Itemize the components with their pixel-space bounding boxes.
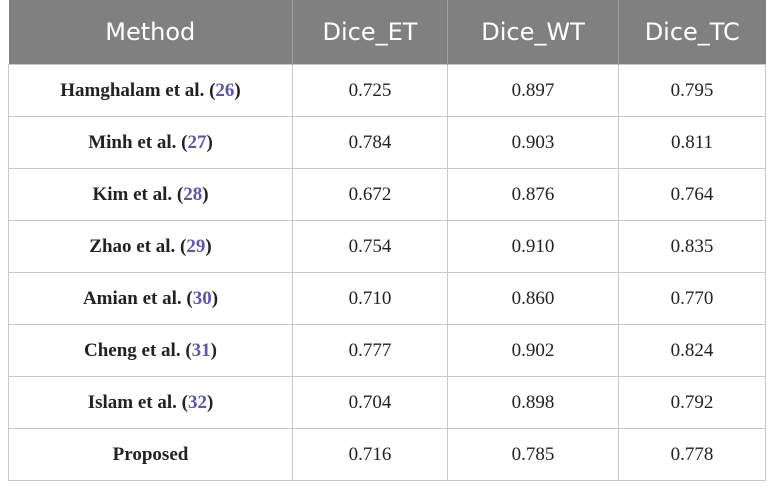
method-cell: Islam et al. (32) <box>8 376 293 429</box>
value-cell: 0.795 <box>618 64 766 117</box>
table-row: Zhao et al. (29) 0.754 0.910 0.835 <box>8 220 766 273</box>
value-cell: 0.902 <box>447 324 619 377</box>
header-row: Method Dice_ET Dice_WT Dice_TC <box>8 0 766 65</box>
method-text: ) <box>206 391 214 413</box>
value-cell: 0.778 <box>618 428 766 481</box>
table-row: Islam et al. (32) 0.704 0.898 0.792 <box>8 376 766 429</box>
method-cell: Minh et al. (27) <box>8 116 293 169</box>
value-cell: 0.710 <box>292 272 448 325</box>
header-cell: Dice_WT <box>447 0 619 65</box>
method-text: Islam et al. ( <box>87 391 188 413</box>
reference-link: 31 <box>191 339 211 361</box>
method-text: ) <box>234 79 241 101</box>
value-cell: 0.903 <box>447 116 619 169</box>
value-cell: 0.716 <box>292 428 448 481</box>
value-cell: 0.898 <box>447 376 619 429</box>
value-cell: 0.777 <box>292 324 448 377</box>
header-cell: Dice_TC <box>618 0 766 65</box>
reference-link: 32 <box>187 391 207 413</box>
method-text: ) <box>202 183 209 205</box>
table-row: Amian et al. (30) 0.710 0.860 0.770 <box>8 272 766 325</box>
method-cell: Cheng et al. (31) <box>8 324 293 377</box>
method-cell: Zhao et al. (29) <box>8 220 293 273</box>
table-row: Minh et al. (27) 0.784 0.903 0.811 <box>8 116 766 169</box>
value-cell: 0.792 <box>618 376 766 429</box>
value-cell: 0.704 <box>292 376 448 429</box>
table-wrap: Method Dice_ET Dice_WT Dice_TC Hamghalam et… <box>8 0 766 481</box>
method-text: ) <box>206 131 213 153</box>
value-cell: 0.860 <box>447 272 619 325</box>
method-text: Hamghalam et al. ( <box>60 79 216 101</box>
value-cell: 0.672 <box>292 168 448 221</box>
value-cell: 0.784 <box>292 116 448 169</box>
reference-link: 28 <box>183 183 203 205</box>
table-row: Cheng et al. (31) 0.777 0.902 0.824 <box>8 324 766 377</box>
header-cell: Dice_ET <box>292 0 448 65</box>
method-text: Zhao et al. ( <box>89 235 187 257</box>
table-row: Proposed 0.716 0.785 0.778 <box>8 428 766 481</box>
value-cell: 0.824 <box>618 324 766 377</box>
reference-link: 30 <box>192 287 212 309</box>
reference-link: 29 <box>186 235 206 257</box>
method-cell: Proposed <box>8 428 293 481</box>
method-text: ) <box>210 339 217 361</box>
method-text: Cheng et al. ( <box>84 339 192 361</box>
method-text: Kim et al. ( <box>92 183 184 205</box>
reference-link: 27 <box>187 131 207 153</box>
value-cell: 0.835 <box>618 220 766 273</box>
method-text: Proposed <box>112 443 189 465</box>
value-cell: 0.770 <box>618 272 766 325</box>
results-table: Method Dice_ET Dice_WT Dice_TC Hamghalam et… <box>8 0 766 481</box>
method-text: ) <box>205 235 212 257</box>
method-text: Amian et al. ( <box>82 287 193 309</box>
value-cell: 0.754 <box>292 220 448 273</box>
table-row: Hamghalam et al. (26) 0.725 0.897 0.795 <box>8 64 766 117</box>
method-cell: Hamghalam et al. (26) <box>8 64 293 117</box>
method-text: ) <box>211 287 219 309</box>
value-cell: 0.910 <box>447 220 619 273</box>
value-cell: 0.897 <box>447 64 619 117</box>
method-text: Minh et al. ( <box>88 131 188 153</box>
method-cell: Amian et al. (30) <box>8 272 293 325</box>
table-body: Hamghalam et al. (26) 0.725 0.897 0.795 Minh… <box>8 64 766 481</box>
method-cell: Kim et al. (28) <box>8 168 293 221</box>
value-cell: 0.876 <box>447 168 619 221</box>
table-row: Kim et al. (28) 0.672 0.876 0.764 <box>8 168 766 221</box>
value-cell: 0.811 <box>618 116 766 169</box>
header-cell: Method <box>8 0 293 65</box>
reference-link: 26 <box>215 79 235 101</box>
value-cell: 0.764 <box>618 168 766 221</box>
value-cell: 0.785 <box>447 428 619 481</box>
value-cell: 0.725 <box>292 64 448 117</box>
